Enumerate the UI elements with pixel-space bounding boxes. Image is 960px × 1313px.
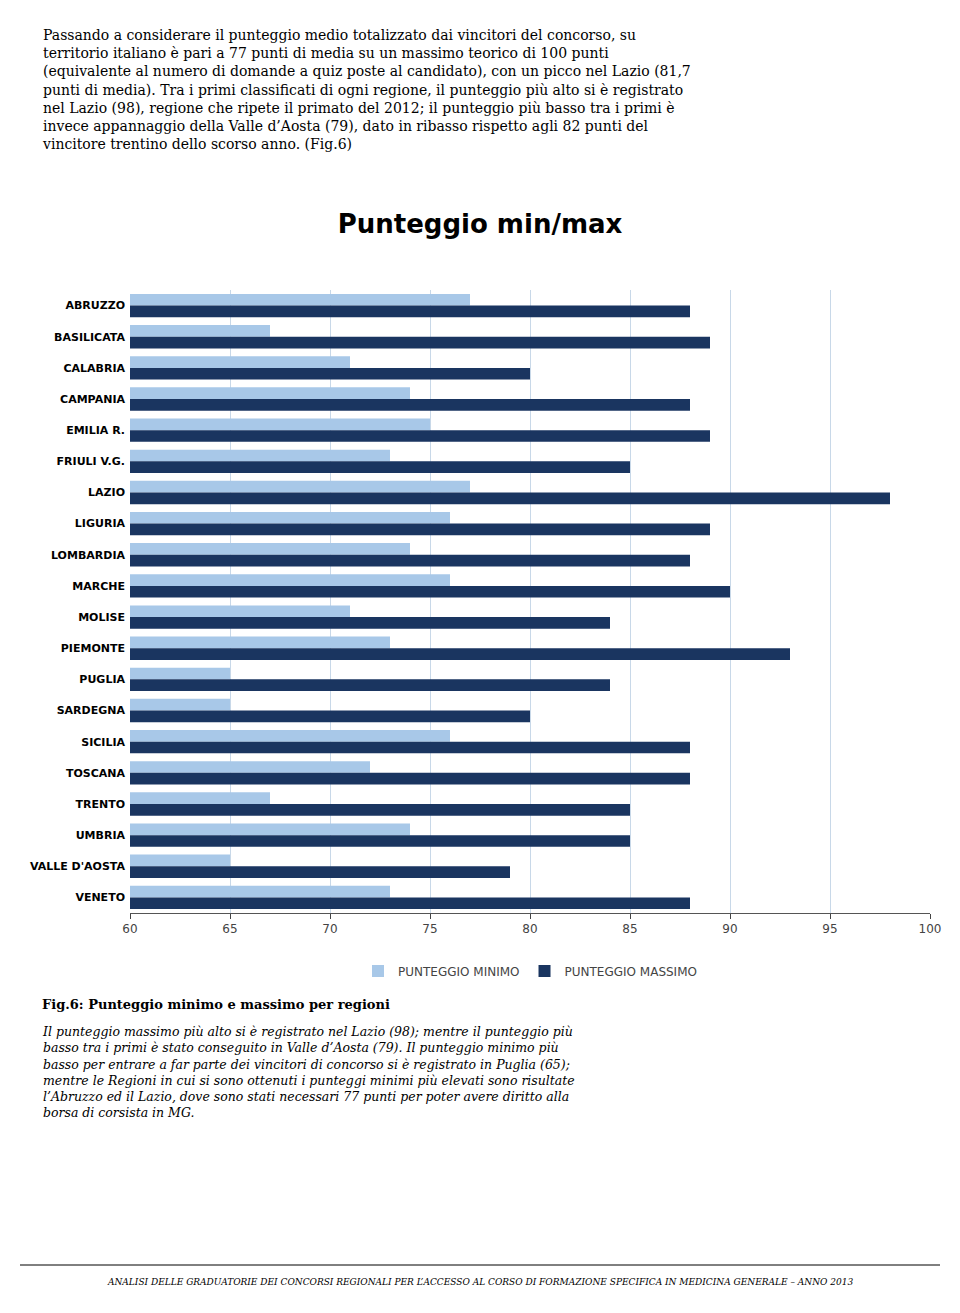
svg-text:VALLE D'AOSTA: VALLE D'AOSTA: [30, 860, 126, 873]
svg-text:TOSCANA: TOSCANA: [66, 767, 126, 780]
svg-text:ABRUZZO: ABRUZZO: [65, 299, 125, 312]
svg-text:75: 75: [422, 922, 437, 936]
svg-text:90: 90: [722, 922, 737, 936]
svg-text:Il punteggio massimo più alto: Il punteggio massimo più alto si è regis…: [42, 1024, 575, 1120]
svg-text:LOMBARDIA: LOMBARDIA: [51, 549, 126, 562]
svg-text:Fig.6: Punteggio minimo e mass: Fig.6: Punteggio minimo e massimo per re…: [42, 997, 390, 1012]
svg-text:PUGLIA: PUGLIA: [79, 673, 125, 686]
svg-text:Passando a considerare il punt: Passando a considerare il punteggio medi…: [42, 27, 691, 152]
svg-text:100: 100: [919, 922, 942, 936]
svg-text:ANALISI DELLE GRADUATORIE DEI: ANALISI DELLE GRADUATORIE DEI CONCORSI R…: [107, 1277, 853, 1287]
svg-text:65: 65: [222, 922, 237, 936]
svg-text:LIGURIA: LIGURIA: [75, 517, 126, 530]
svg-text:MARCHE: MARCHE: [72, 580, 125, 593]
svg-text:BASILICATA: BASILICATA: [54, 331, 125, 344]
svg-text:60: 60: [122, 922, 137, 936]
svg-text:MOLISE: MOLISE: [78, 611, 125, 624]
svg-text:PIEMONTE: PIEMONTE: [61, 642, 125, 655]
svg-text:Punteggio min/max: Punteggio min/max: [338, 209, 623, 239]
svg-text:UMBRIA: UMBRIA: [76, 829, 126, 842]
svg-text:85: 85: [622, 922, 637, 936]
svg-text:80: 80: [522, 922, 537, 936]
svg-text:CALABRIA: CALABRIA: [63, 362, 125, 375]
svg-text:VENETO: VENETO: [75, 891, 125, 904]
svg-text:TRENTO: TRENTO: [75, 798, 125, 811]
svg-text:SICILIA: SICILIA: [81, 736, 125, 749]
svg-text:SARDEGNA: SARDEGNA: [57, 704, 126, 717]
svg-text:70: 70: [322, 922, 337, 936]
svg-text:FRIULI V.G.: FRIULI V.G.: [57, 455, 125, 468]
svg-text:95: 95: [822, 922, 837, 936]
svg-text:PUNTEGGIO MASSIMO: PUNTEGGIO MASSIMO: [565, 965, 697, 979]
svg-text:EMILIA R.: EMILIA R.: [66, 424, 125, 437]
svg-text:PUNTEGGIO MINIMO: PUNTEGGIO MINIMO: [398, 965, 520, 979]
svg-text:CAMPANIA: CAMPANIA: [60, 393, 125, 406]
svg-text:LAZIO: LAZIO: [88, 486, 125, 499]
